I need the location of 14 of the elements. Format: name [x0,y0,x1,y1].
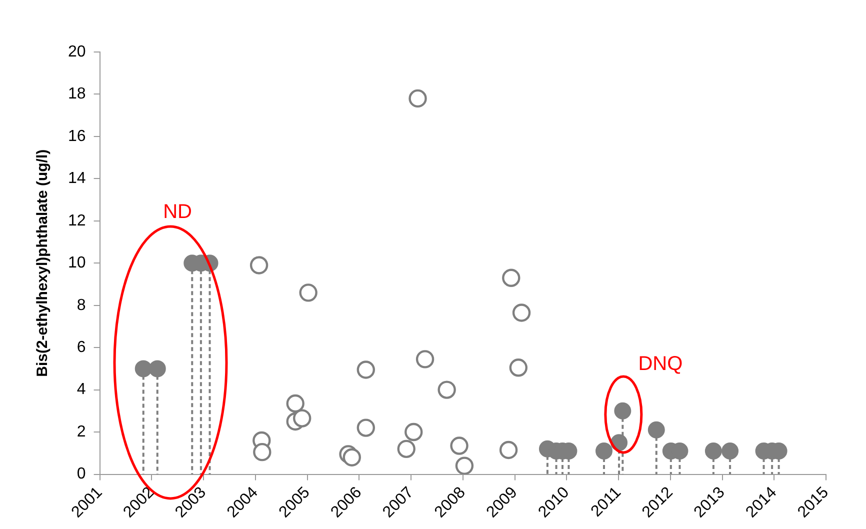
y-tick-label: 20 [68,43,86,60]
annotation: DNQ [638,352,683,375]
y-tick-label: 4 [76,381,86,398]
y-tick-label: 14 [68,170,86,188]
y-tick-label: 12 [68,212,86,230]
y-axis-title: Bis(2-ethylhexyl)phthalate (ug/l) [34,149,52,377]
y-tick-label: 10 [68,254,86,272]
y-tick-label: 16 [68,128,86,145]
annotation: ND [163,200,192,223]
y-tick-label: 8 [76,296,86,314]
y-tick-label: 0 [76,466,86,483]
y-tick-label: 2 [76,423,86,440]
y-tick-label: 6 [76,338,86,356]
y-tick-label: 18 [68,86,86,103]
